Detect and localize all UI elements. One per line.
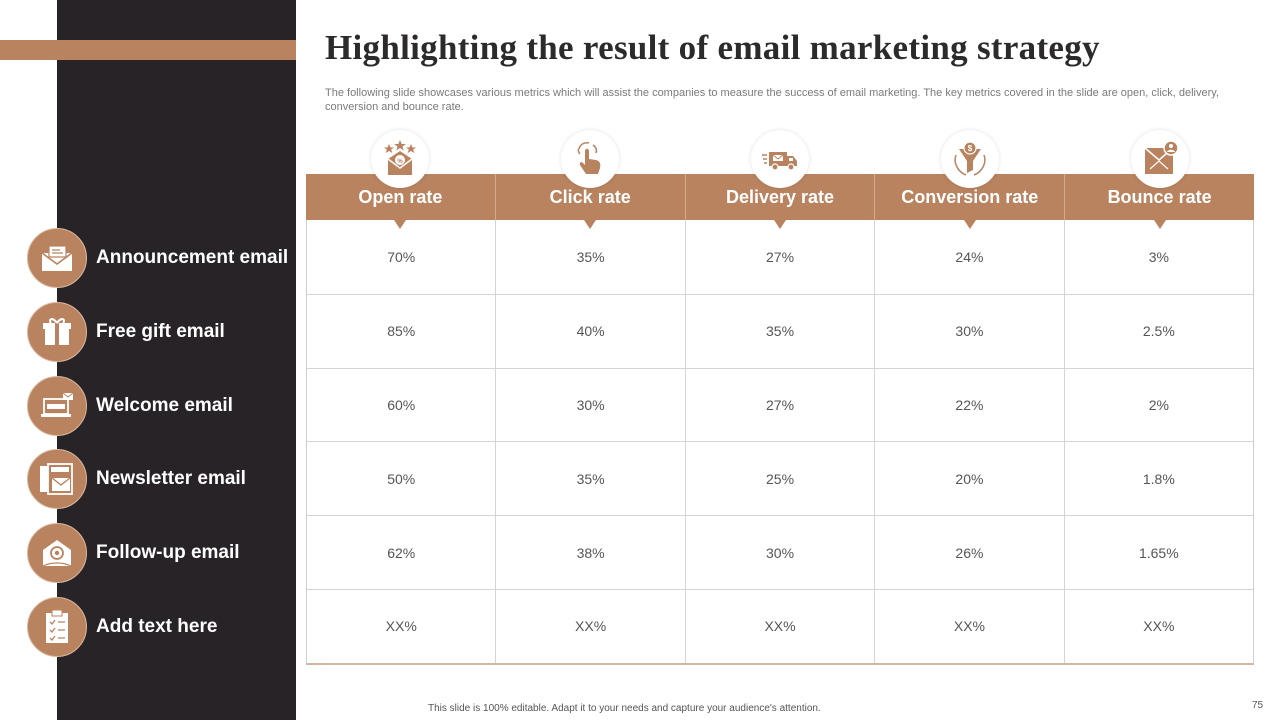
table-cell: 50%	[387, 470, 416, 487]
row-label-text: Free gift email	[96, 321, 225, 342]
column-header-conversion-rate: $ Conversion rate	[874, 130, 1064, 229]
table-cell: 40%	[495, 294, 684, 368]
row-label-newsletter: Newsletter email	[27, 448, 246, 510]
column-header-click-rate: Click rate	[494, 130, 685, 229]
bounce-icon	[1130, 130, 1189, 188]
table-cell: 35%	[495, 220, 684, 294]
table-cell: 30%	[684, 516, 874, 589]
table-cell: 30%	[495, 368, 684, 442]
table-cell: 35%	[495, 442, 684, 516]
row-label-follow-up: Follow-up email	[27, 522, 240, 584]
svg-text:$: $	[968, 144, 973, 153]
funnel-icon: $	[940, 130, 999, 188]
table-cell: 60%	[387, 396, 416, 413]
table-cell: 22%	[874, 368, 1063, 442]
table-cell: 62%	[387, 544, 416, 561]
laptop-welcome-icon	[27, 376, 87, 436]
table-cell: 85%	[387, 323, 416, 340]
table-row: 62% 38% 30% 26% 1.65%	[307, 515, 1253, 589]
header-pointer	[1153, 220, 1166, 229]
column-header-label: Bounce rate	[1107, 186, 1212, 207]
accent-bar	[0, 40, 296, 60]
column-header-label: Click rate	[549, 186, 631, 207]
row-label-text: Newsletter email	[96, 468, 246, 489]
row-label-add-text: Add text here	[27, 596, 217, 658]
checklist-icon	[27, 597, 87, 657]
table-row: 70% 35% 27% 24% 3%	[307, 220, 1253, 294]
table-cell: XX%	[1063, 589, 1253, 663]
row-label-announcement: Announcement email	[27, 227, 288, 289]
footer-note: This slide is 100% editable. Adapt it to…	[428, 703, 821, 714]
table-cell: 27%	[684, 220, 874, 294]
table-cell: XX%	[385, 618, 417, 635]
table-cell: 25%	[684, 442, 874, 516]
table-row: XX% XX% XX% XX% XX%	[307, 588, 1253, 663]
table-cell: 27%	[684, 368, 874, 442]
header-pointer	[394, 220, 407, 229]
at-mail-icon	[27, 523, 87, 583]
table-cell: 35%	[684, 294, 874, 368]
column-header-delivery-rate: Delivery rate	[684, 130, 875, 229]
table-cell: 2%	[1063, 368, 1253, 442]
table-cell: XX%	[874, 589, 1063, 663]
header-pointer	[963, 220, 976, 229]
table-cell: 24%	[874, 220, 1063, 294]
row-label-text: Follow-up email	[96, 542, 240, 563]
table-cell: XX%	[495, 589, 684, 663]
star-envelope-icon: %	[371, 130, 430, 188]
table-cell: 30%	[874, 294, 1063, 368]
row-label-text: Add text here	[96, 616, 218, 637]
table-row: 85% 40% 35% 30% 2.5%	[307, 293, 1253, 368]
table-cell: 3%	[1063, 220, 1253, 294]
envelope-icon	[27, 228, 87, 288]
column-header-bounce-rate: Bounce rate	[1064, 130, 1254, 229]
header-pointer	[584, 220, 597, 229]
table-cell: 26%	[874, 516, 1063, 589]
table-body: 70% 35% 27% 24% 3% 85% 40% 35% 30% 2.5% …	[306, 220, 1254, 665]
column-header-label: Open rate	[358, 186, 443, 207]
row-label-welcome: Welcome email	[27, 375, 233, 437]
metrics-table: % Open rate Click rate Delivery rate $ C…	[306, 130, 1254, 665]
table-cell: 20%	[874, 442, 1063, 516]
table-cell: 38%	[495, 516, 684, 589]
table-cell: 2.5%	[1063, 294, 1253, 368]
hand-click-icon	[561, 130, 620, 188]
column-header-open-rate: % Open rate	[306, 130, 495, 229]
slide-subtitle: The following slide showcases various me…	[325, 87, 1220, 113]
gift-icon	[27, 302, 87, 362]
table-cell: 1.65%	[1063, 516, 1253, 589]
column-header-label: Delivery rate	[725, 186, 835, 207]
row-label-text: Announcement email	[96, 247, 289, 268]
table-header: % Open rate Click rate Delivery rate $ C…	[306, 130, 1254, 229]
column-header-label: Conversion rate	[901, 186, 1039, 207]
table-cell: 70%	[387, 248, 416, 265]
left-dark-panel	[57, 0, 296, 720]
table-row: 60% 30% 27% 22% 2%	[307, 367, 1253, 442]
slide-title: Highlighting the result of email marketi…	[325, 28, 1100, 67]
page-number: 75	[1252, 700, 1264, 711]
row-label-text: Welcome email	[96, 395, 233, 416]
newsletter-icon	[27, 449, 87, 509]
row-label-free-gift: Free gift email	[27, 301, 225, 363]
table-row: 50% 35% 25% 20% 1.8%	[307, 441, 1253, 516]
delivery-truck-icon	[750, 130, 809, 188]
header-pointer	[773, 220, 786, 229]
table-cell: XX%	[684, 589, 874, 663]
table-cell: 1.8%	[1063, 442, 1253, 516]
svg-text:%: %	[398, 159, 404, 165]
